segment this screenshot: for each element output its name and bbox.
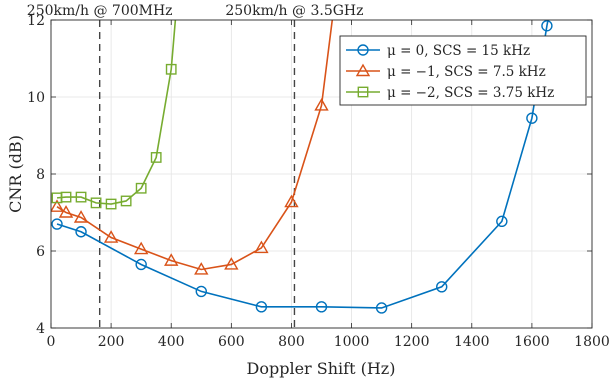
- legend: μ = 0, SCS = 15 kHz μ = −1, SCS = 7.5 kHz…: [339, 35, 587, 106]
- x-tick-label-1: 200: [98, 334, 125, 350]
- reference-line-label-1: 250km/h @ 3.5GHz: [225, 3, 363, 19]
- legend-label-0: μ = 0, SCS = 15 kHz: [387, 43, 530, 59]
- series-0-point-3: [195, 285, 207, 298]
- x-tick-label-3: 600: [218, 334, 245, 350]
- series-0-point-10: [541, 20, 553, 32]
- series-2: [51, 20, 177, 210]
- series-2-point-8: [165, 63, 177, 75]
- x-tick-label-0: 0: [47, 334, 56, 350]
- series-0-point-9: [526, 112, 538, 124]
- series-1-point-2: [73, 210, 89, 223]
- legend-marker-1: [355, 63, 371, 77]
- series-1-point-6: [194, 262, 209, 275]
- series-2-point-4: [105, 198, 117, 210]
- x-tick-label-2: 400: [158, 334, 185, 350]
- legend-label-2: μ = −2, SCS = 3.75 kHz: [387, 85, 554, 101]
- series-0-point-1: [75, 226, 87, 238]
- y-tick-label-4: 12: [27, 13, 45, 29]
- y-tick-label-1: 6: [36, 244, 45, 260]
- series-1-point-5: [164, 253, 179, 266]
- series-0-point-0: [51, 218, 63, 230]
- x-tick-label-7: 1400: [454, 334, 490, 350]
- y-tick-label-2: 8: [36, 167, 45, 183]
- series-1-point-0: [51, 199, 65, 212]
- x-tick-label-5: 1000: [334, 334, 370, 350]
- series-0-point-5: [315, 301, 328, 313]
- x-tick-label-4: 800: [278, 334, 305, 350]
- series-2-point-3: [90, 197, 102, 209]
- series-2-point-5: [120, 195, 132, 207]
- x-tick-label-6: 1200: [394, 334, 430, 350]
- reference-lines: 250km/h @ 700MHz 250km/h @ 3.5GHz: [27, 3, 364, 328]
- series-0-point-6: [375, 302, 388, 314]
- series-0-point-8: [496, 215, 508, 228]
- series-0-point-2: [135, 258, 147, 271]
- series-2-point-1: [60, 191, 72, 203]
- series-1-point-8: [254, 240, 269, 254]
- x-tick-label-8: 1600: [514, 334, 550, 350]
- series-1-point-4: [133, 241, 149, 255]
- series-1-point-9: [284, 194, 299, 208]
- series-2-point-7: [150, 152, 162, 163]
- reference-line-label-0: 250km/h @ 700MHz: [27, 3, 173, 19]
- legend-label-1: μ = −1, SCS = 7.5 kHz: [387, 64, 546, 80]
- x-axis-label: Doppler Shift (Hz): [247, 359, 396, 378]
- y-axis-label: CNR (dB): [6, 135, 25, 213]
- series-line-2: [56, 20, 177, 205]
- y-tick-label-3: 10: [27, 90, 45, 106]
- series-0-point-7: [436, 281, 448, 293]
- series-1-point-7: [224, 257, 239, 270]
- series-2-point-6: [135, 182, 147, 194]
- y-tick-label-0: 4: [36, 321, 45, 337]
- x-tick-label-9: 1800: [574, 334, 610, 350]
- legend-marker-0: [357, 44, 369, 56]
- series-1-point-3: [103, 230, 119, 243]
- legend-marker-2: [357, 86, 369, 98]
- series-1-point-10: [314, 98, 329, 111]
- series-2-point-2: [75, 191, 87, 203]
- legend-box: [339, 35, 587, 106]
- axis-ticks: 0 200 400 600 800 1000 1200 1400 1600 1800 4 6 8 10 12: [27, 13, 610, 350]
- series-0-point-4: [255, 301, 268, 313]
- series-1-point-1: [58, 205, 74, 218]
- series-1: [51, 20, 334, 275]
